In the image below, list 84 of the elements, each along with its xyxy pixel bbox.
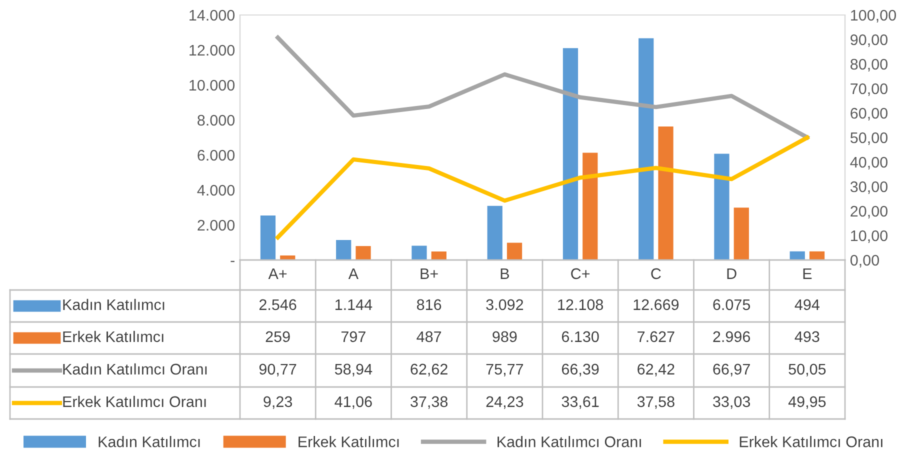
data-label: 50,05 (788, 364, 826, 376)
data-label: 2.546 (259, 299, 296, 310)
y-tick-label: 12.000 (190, 44, 235, 56)
bar (658, 126, 674, 260)
bar (638, 38, 654, 260)
y2-tick-label: 60,00 (850, 108, 888, 120)
bar (336, 240, 352, 260)
y-tick-label: 6.000 (198, 150, 235, 161)
bar (714, 154, 730, 260)
text: Kadın Katılımcı (98, 436, 200, 448)
bar (487, 206, 502, 260)
line-series (276, 36, 810, 140)
y-tick-label: - (230, 260, 234, 262)
line-series (276, 136, 810, 240)
data-label: 49,95 (788, 396, 826, 409)
bar (260, 215, 276, 260)
y2-tick-label: 90,00 (850, 34, 888, 47)
y2-tick-label: 100,00 (851, 10, 896, 22)
data-label: 33,03 (713, 396, 750, 409)
text: Kadın Katılımcı Oranı (498, 436, 641, 448)
data-label: 989 (492, 331, 517, 342)
y-tick-label: 10.000 (190, 80, 235, 91)
x-tick-label: D (727, 268, 736, 279)
x-tick-label: E (803, 268, 812, 279)
data-label: 3.092 (486, 299, 524, 310)
data-label: 487 (416, 331, 442, 342)
data-label: 41,06 (334, 396, 372, 409)
y2-tick-label: 10,00 (851, 230, 888, 243)
data-label: 62,62 (410, 364, 448, 376)
bar (809, 251, 825, 260)
legend-label: Kadın Katılımcı (63, 298, 164, 310)
y2-tick-label: 70,00 (850, 83, 888, 96)
y-tick-label: 4.000 (197, 184, 235, 196)
legend-label: Erkek Katılımcı (63, 330, 164, 342)
y-tick-label: 2.000 (198, 220, 235, 231)
data-label: 62,42 (638, 364, 674, 376)
data-label: 12.108 (558, 299, 604, 310)
text: Erkek Katılımcı Oranı (740, 436, 882, 448)
data-label: 6.075 (713, 299, 750, 310)
bar (562, 48, 578, 260)
legend-label: Erkek Katılımcı Oranı (63, 396, 206, 408)
y2-tick-label: 50,00 (850, 132, 888, 145)
data-label: 33,61 (562, 396, 599, 409)
bar (582, 152, 598, 260)
bar (734, 208, 749, 260)
bar (412, 246, 427, 260)
data-label: 493 (794, 331, 820, 342)
data-label: 7.627 (638, 331, 674, 342)
bar (431, 251, 446, 260)
x-tick-label: C+ (571, 268, 590, 280)
y2-tick-label: 20,00 (850, 206, 888, 218)
data-label: 12.669 (634, 299, 679, 310)
y2-tick-label: 80,00 (850, 58, 888, 72)
data-label: 90,77 (259, 364, 296, 376)
data-label: 259 (266, 331, 290, 342)
data-label: 6.130 (562, 331, 599, 342)
y2-tick-label: 0,00 (850, 254, 879, 268)
data-label: 75,77 (486, 364, 524, 376)
bar (506, 242, 522, 260)
data-label: 9,23 (264, 396, 292, 409)
text: Erkek Katılımcı (298, 436, 399, 448)
x-tick-label: C (651, 268, 661, 280)
data-label: 816 (416, 299, 442, 310)
data-label: 24,23 (486, 396, 524, 409)
data-label: 1.144 (335, 299, 372, 310)
y2-tick-label: 30,00 (850, 181, 888, 194)
bar (356, 246, 371, 260)
data-label: 66,39 (562, 364, 599, 376)
data-label: 37,38 (410, 396, 448, 409)
y-tick-label: 14.000 (190, 10, 235, 21)
data-label: 58,94 (334, 364, 372, 376)
x-tick-label: B+ (420, 268, 438, 279)
data-label: 2.996 (713, 331, 750, 342)
x-tick-label: A (348, 268, 358, 279)
y-tick-label: 8.000 (198, 114, 235, 126)
x-tick-label: B (500, 268, 509, 279)
data-label: 66,97 (713, 364, 750, 376)
y2-tick-label: 40,00 (850, 156, 888, 170)
data-label: 37,58 (637, 396, 674, 409)
bar (790, 251, 805, 260)
x-tick-label: A+ (268, 268, 287, 279)
legend-label: Kadın Katılımcı Oranı (63, 363, 207, 375)
data-label: 494 (794, 299, 820, 310)
data-label: 797 (341, 331, 366, 342)
